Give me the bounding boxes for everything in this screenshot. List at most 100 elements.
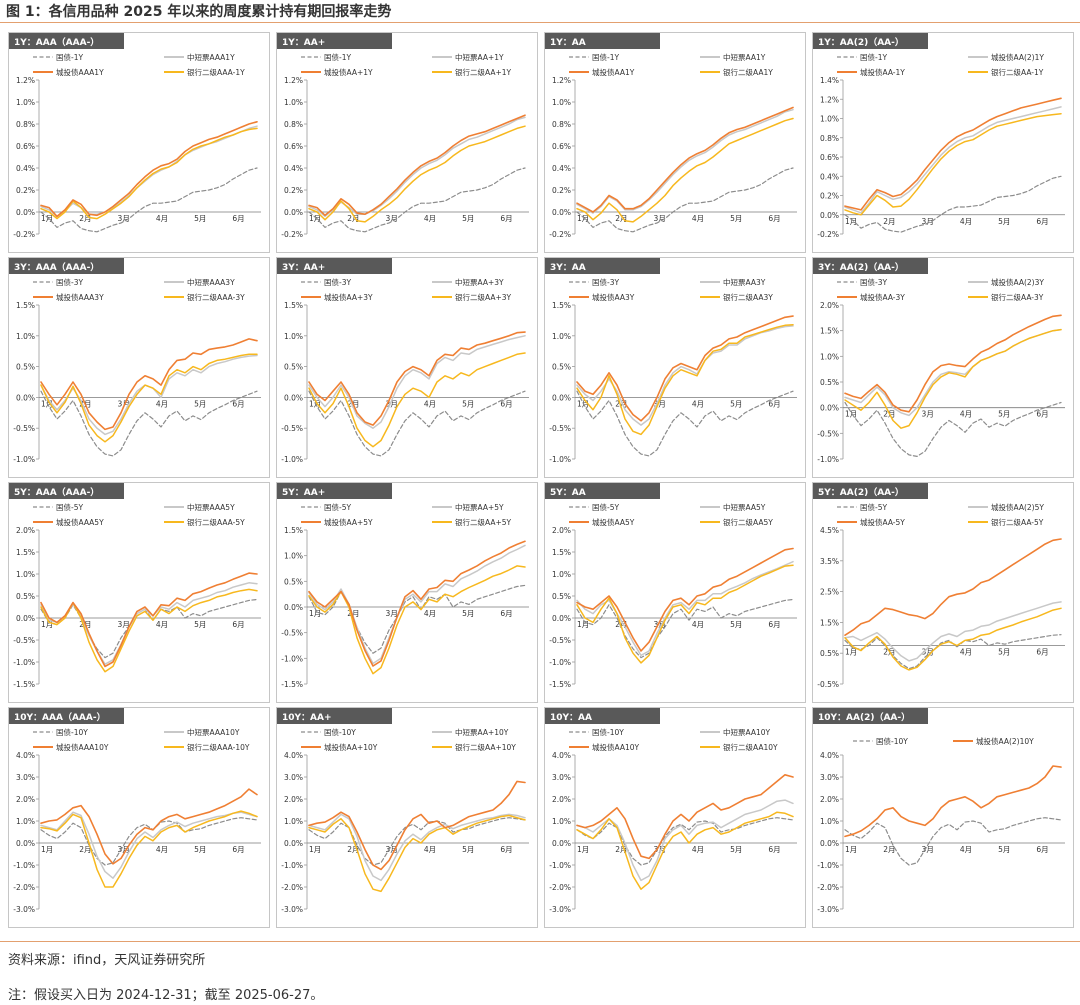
y-tick-label: 0.5% bbox=[552, 363, 571, 372]
x-tick-label: 2月 bbox=[347, 214, 359, 223]
series-line-mtn bbox=[40, 811, 258, 879]
series-line-mtn bbox=[308, 335, 526, 429]
x-tick-label: 6月 bbox=[500, 214, 512, 223]
y-tick-label: 2.0% bbox=[16, 526, 35, 535]
x-tick-label: 4月 bbox=[424, 845, 436, 854]
x-tick-label: 3月 bbox=[922, 410, 934, 419]
y-tick-label: -1.0% bbox=[13, 861, 35, 870]
y-tick-label: 0.2% bbox=[552, 186, 571, 195]
chart-title: 5Y：AA(2)（AA-） bbox=[818, 487, 904, 498]
chart-title: 10Y：AAA（AAA-） bbox=[14, 712, 106, 723]
y-tick-label: 2.0% bbox=[820, 795, 839, 804]
legend-label: 国债-10Y bbox=[56, 727, 88, 737]
x-tick-label: 4月 bbox=[424, 609, 436, 618]
legend-label: 城投债AAA10Y bbox=[56, 742, 109, 752]
x-tick-label: 3月 bbox=[922, 217, 934, 226]
x-tick-label: 3月 bbox=[922, 648, 934, 657]
chart-header-bg bbox=[9, 258, 124, 274]
x-tick-label: 5月 bbox=[998, 217, 1010, 226]
y-tick-label: 4.0% bbox=[552, 751, 571, 760]
x-tick-label: 6月 bbox=[768, 620, 780, 629]
x-tick-label: 6月 bbox=[232, 399, 244, 408]
y-tick-label: -1.0% bbox=[549, 455, 571, 464]
x-tick-label: 4月 bbox=[156, 399, 168, 408]
x-tick-label: 1月 bbox=[577, 620, 589, 629]
chart-title: 5Y：AA+ bbox=[282, 488, 325, 498]
chart-header-bg bbox=[813, 483, 928, 499]
y-tick-label: 1.0% bbox=[16, 817, 35, 826]
chart-panel-7: 3Y：AA 国债-3Y 中短票AA3Y 城投债AA3Y 银行二级AA3Y -1.0% -0.… bbox=[544, 257, 806, 478]
legend-label: 银行二级AA+5Y bbox=[455, 517, 512, 527]
series-line-gov bbox=[576, 598, 794, 659]
x-tick-label: 5月 bbox=[998, 648, 1010, 657]
y-tick-label: 0.4% bbox=[16, 164, 35, 173]
series-line-gov bbox=[844, 817, 1062, 866]
chart-svg: 3Y：AAA（AAA-） 国债-3Y 中短票AAA3Y 城投债AAA3Y 银行二级AAA… bbox=[9, 258, 261, 464]
y-tick-label: 0.0% bbox=[284, 603, 303, 612]
series-line-mtn bbox=[844, 601, 1062, 662]
legend-label: 国债-1Y bbox=[860, 52, 887, 62]
chart-panel-14: 10Y：AA+ 国债-10Y 中短票AA+10Y 城投债AA+10Y 银行二级AA+10… bbox=[276, 707, 538, 928]
chart-svg: 10Y：AA+ 国债-10Y 中短票AA+10Y 城投债AA+10Y 银行二级AA+10… bbox=[277, 708, 529, 914]
x-tick-label: 1月 bbox=[845, 845, 857, 854]
x-tick-label: 3月 bbox=[118, 845, 130, 854]
x-tick-label: 1月 bbox=[845, 410, 857, 419]
chart-svg: 3Y：AA 国债-3Y 中短票AA3Y 城投债AA3Y 银行二级AA3Y -1.0% -0.… bbox=[545, 258, 797, 464]
chart-header-bg bbox=[813, 33, 928, 49]
chart-header-bg bbox=[277, 258, 392, 274]
y-tick-label: 0.0% bbox=[820, 404, 839, 413]
x-tick-label: 1月 bbox=[41, 214, 53, 223]
x-tick-label: 5月 bbox=[730, 620, 742, 629]
y-tick-label: -3.0% bbox=[281, 905, 303, 914]
y-tick-label: 1.4% bbox=[820, 76, 839, 85]
legend-label: 城投债AA-3Y bbox=[860, 292, 905, 302]
legend-label: 中短票AAA3Y bbox=[187, 277, 235, 287]
chart-svg: 5Y：AAA（AAA-） 国债-5Y 中短票AAA5Y 城投债AAA5Y 银行二级AAA… bbox=[9, 483, 261, 689]
series-line-bank bbox=[844, 607, 1062, 671]
y-tick-label: -1.0% bbox=[281, 455, 303, 464]
x-tick-label: 4月 bbox=[692, 399, 704, 408]
series-line-mtn bbox=[40, 125, 258, 218]
y-tick-label: 0.6% bbox=[16, 142, 35, 151]
chart-panel-2: 1Y：AA+ 国债-1Y 中短票AA+1Y 城投债AA+1Y 银行二级AA+1Y -0.2… bbox=[276, 32, 538, 253]
y-tick-label: 2.0% bbox=[820, 301, 839, 310]
series-line-cty bbox=[308, 540, 526, 667]
y-tick-label: 2.0% bbox=[16, 795, 35, 804]
y-tick-label: 2.0% bbox=[552, 526, 571, 535]
x-tick-label: 4月 bbox=[692, 845, 704, 854]
x-tick-label: 1月 bbox=[577, 845, 589, 854]
y-tick-label: 0.0% bbox=[16, 614, 35, 623]
series-line-cty bbox=[844, 314, 1062, 413]
x-tick-label: 5月 bbox=[730, 399, 742, 408]
source-note: 资料来源：ifind，天风证券研究所 bbox=[8, 953, 206, 968]
y-tick-label: 0.0% bbox=[16, 208, 35, 217]
y-tick-label: -2.0% bbox=[13, 883, 35, 892]
legend-label: 中短票AAA5Y bbox=[187, 502, 235, 512]
legend-label: 城投债AAA1Y bbox=[56, 67, 104, 77]
legend-label: 银行二级AAA-5Y bbox=[187, 517, 245, 527]
series-line-bank bbox=[844, 328, 1062, 429]
chart-title: 1Y：AA(2)（AA-） bbox=[818, 37, 904, 48]
y-tick-label: 1.0% bbox=[284, 552, 303, 561]
y-tick-label: -2.0% bbox=[817, 883, 839, 892]
chart-svg: 5Y：AA(2)（AA-） 国债-5Y 城投债AA(2)5Y 城投债AA-5Y 银行二级… bbox=[813, 483, 1065, 689]
y-tick-label: 0.0% bbox=[16, 839, 35, 848]
legend-label: 中短票AA5Y bbox=[723, 502, 766, 512]
series-line-mtn bbox=[308, 813, 526, 882]
y-tick-label: -1.0% bbox=[549, 861, 571, 870]
x-tick-label: 4月 bbox=[692, 214, 704, 223]
x-tick-label: 1月 bbox=[309, 845, 321, 854]
y-tick-label: 0.0% bbox=[284, 393, 303, 402]
x-tick-label: 6月 bbox=[1036, 217, 1048, 226]
legend-label: 城投债AA+3Y bbox=[324, 292, 373, 302]
x-tick-label: 4月 bbox=[960, 648, 972, 657]
y-tick-label: -1.0% bbox=[13, 658, 35, 667]
y-tick-label: 1.0% bbox=[820, 352, 839, 361]
series-line-mtn bbox=[40, 354, 258, 436]
x-tick-label: 1月 bbox=[41, 845, 53, 854]
chart-svg: 5Y：AA+ 国债-5Y 中短票AA+5Y 城投债AA+5Y 银行二级AA+5Y -1.5… bbox=[277, 483, 529, 689]
legend-label: 国债-1Y bbox=[324, 52, 351, 62]
series-line-mtn bbox=[576, 108, 794, 214]
y-tick-label: -3.0% bbox=[549, 905, 571, 914]
chart-title: 10Y：AA bbox=[550, 713, 592, 723]
